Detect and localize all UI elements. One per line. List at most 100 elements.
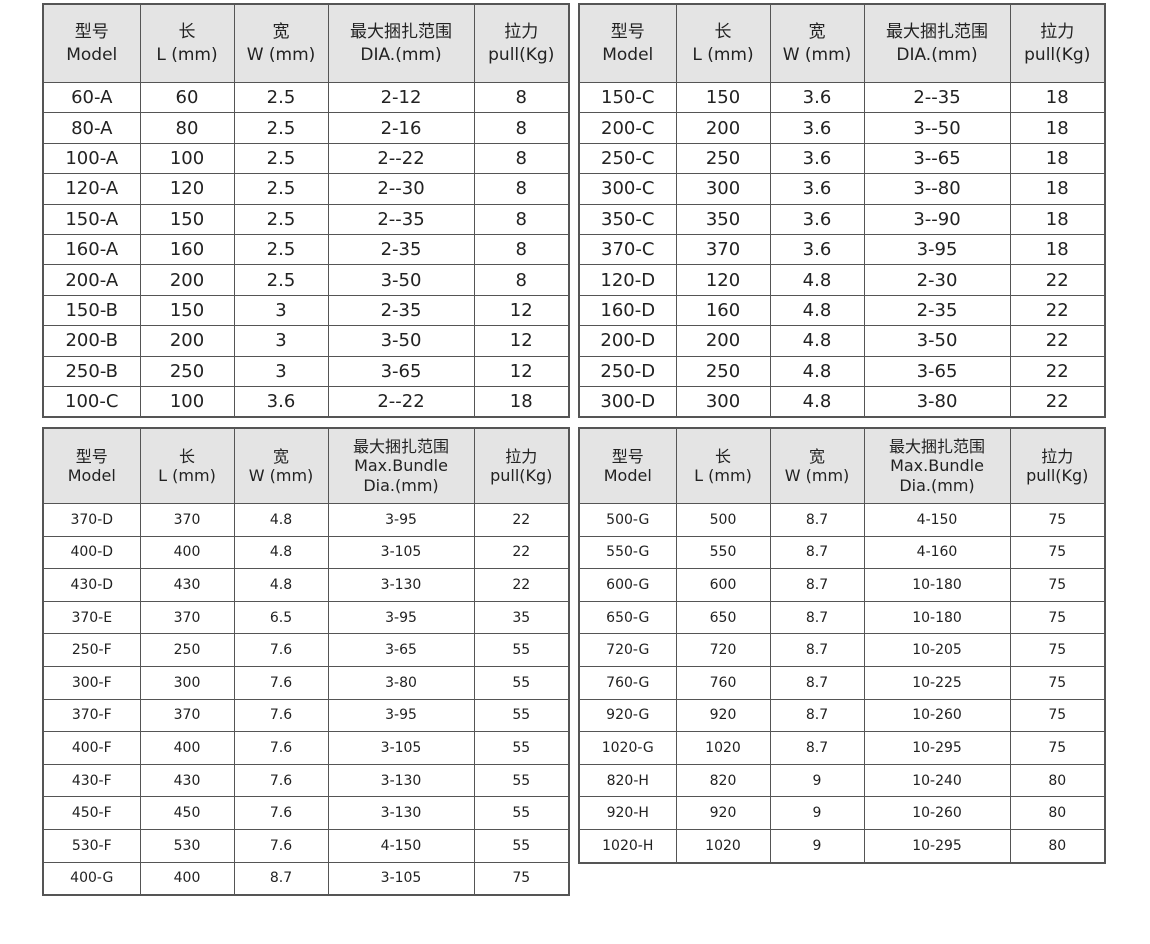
table-cell: 75 [1009, 698, 1106, 733]
table-cell: 250 [675, 355, 771, 387]
table-cell: 400-G [42, 861, 141, 896]
header-line: L (mm) [158, 466, 216, 485]
table-cell: 3-130 [327, 568, 475, 602]
column-header: 最大捆扎范围 Max.Bundle Dia.(mm) [327, 427, 475, 504]
table-cell: 400 [139, 731, 235, 765]
table-cell: 75 [1009, 568, 1106, 602]
table-cell: 75 [1009, 600, 1106, 635]
table-cell: 760 [675, 665, 771, 700]
table-cell: 370-C [578, 233, 677, 266]
table-cell: 200 [675, 112, 771, 144]
header-line: 最大捆扎范围 [352, 437, 449, 457]
table-cell: 8 [473, 142, 570, 175]
table-cell: 3-95 [327, 600, 475, 635]
table-row: 650-G 650 8.7 10-180 75 [578, 600, 1106, 635]
table-cell: 650 [675, 600, 771, 635]
table-cell: 3.6 [769, 203, 865, 235]
header-line: 宽 [272, 21, 290, 42]
table-cell: 1020-H [578, 828, 677, 864]
column-header: 拉力 pull(Kg) [1009, 427, 1106, 504]
table-cell: 35 [473, 600, 570, 635]
table-cell: 200 [139, 325, 235, 357]
table-row: 400-F 400 7.6 3-105 55 [42, 731, 570, 765]
table-cell: 8.7 [769, 698, 865, 733]
table-row: 370-D 370 4.8 3-95 22 [42, 503, 570, 537]
table-cell: 4.8 [233, 568, 329, 602]
header-line: Model [67, 466, 116, 485]
table-row: 920-G 920 8.7 10-260 75 [578, 698, 1106, 733]
column-header: 型号 Model [42, 427, 141, 504]
table-cell: 4.8 [769, 325, 865, 357]
table-cell: 3-65 [327, 355, 475, 387]
table-cell: 530-F [42, 828, 141, 863]
table-cell: 18 [1009, 81, 1106, 114]
table-cell: 12 [473, 294, 570, 327]
header-line: DIA.(mm) [360, 44, 442, 65]
table-cell: 160 [675, 294, 771, 327]
table-cell: 150 [139, 203, 235, 235]
table-cell: 10-295 [863, 731, 1011, 765]
table-row: 300-C 300 3.6 3--80 18 [578, 173, 1106, 205]
table-cell: 8.7 [769, 665, 865, 700]
table-cell: 2--22 [327, 142, 475, 175]
table-cell: 55 [473, 731, 570, 765]
table-cell: 6.5 [233, 600, 329, 635]
table-cell: 160 [139, 233, 235, 266]
spec-table-1: 型号 Model 长 L (mm) 宽 W (mm) 最大捆扎范围 DIA.(mm) 拉力 pul… [42, 3, 570, 419]
table-cell: 200-C [578, 112, 677, 144]
table-cell: 3-105 [327, 731, 475, 765]
table-cell: 600-G [578, 568, 677, 602]
table-row: 400-D 400 4.8 3-105 22 [42, 535, 570, 570]
header-line: 型号 [74, 21, 109, 42]
table-cell: 300-C [578, 173, 677, 205]
table-cell: 4.8 [769, 385, 865, 418]
table-cell: 3-65 [863, 355, 1011, 387]
table-cell: 12 [473, 325, 570, 357]
table-cell: 2-12 [327, 81, 475, 114]
header-line: Dia.(mm) [899, 475, 975, 495]
table-row: 250-D 250 4.8 3-65 22 [578, 355, 1106, 387]
header-line: 长 [714, 446, 731, 466]
header-line: 型号 [75, 446, 108, 466]
table-cell: 120-A [42, 173, 141, 205]
table-cell: 500 [675, 503, 771, 537]
table-row: 160-D 160 4.8 2-35 22 [578, 294, 1106, 327]
header-line: Model [66, 44, 118, 65]
table-cell: 75 [1009, 633, 1106, 667]
table-cell: 200-A [42, 264, 141, 296]
table-cell: 18 [473, 385, 570, 418]
table-cell: 2-35 [327, 233, 475, 266]
header-line: 宽 [808, 446, 825, 466]
table-cell: 150 [675, 81, 771, 114]
table-cell: 22 [473, 503, 570, 537]
table-cell: 2.5 [233, 233, 329, 266]
table-cell: 8.7 [769, 568, 865, 602]
table-row: 250-F 250 7.6 3-65 55 [42, 633, 570, 667]
table-cell: 250-F [42, 633, 141, 667]
table-cell: 3-130 [327, 796, 475, 830]
table-cell: 550 [675, 535, 771, 570]
table-cell: 3 [233, 294, 329, 327]
table-row: 550-G 550 8.7 4-160 75 [578, 535, 1106, 570]
table-cell: 55 [473, 633, 570, 667]
table-row: 300-D 300 4.8 3-80 22 [578, 385, 1106, 418]
table-cell: 760-G [578, 665, 677, 700]
table-cell: 18 [1009, 142, 1106, 175]
table-cell: 9 [769, 796, 865, 830]
header-line: 长 [178, 446, 195, 466]
table-cell: 22 [473, 568, 570, 602]
table-cell: 80-A [42, 112, 141, 144]
table-cell: 8 [473, 81, 570, 114]
table-row: 120-A 120 2.5 2--30 8 [42, 173, 570, 205]
table-cell: 160-A [42, 233, 141, 266]
table-row: 430-D 430 4.8 3-130 22 [42, 568, 570, 602]
header-line: pull(Kg) [1024, 44, 1091, 65]
table-cell: 150-C [578, 81, 677, 114]
table-row: 1020-H 1020 9 10-295 80 [578, 828, 1106, 864]
table-cell: 3-105 [327, 535, 475, 570]
header-line: 最大捆扎范围 [888, 437, 985, 457]
column-header: 拉力 pull(Kg) [1009, 3, 1106, 83]
spec-table-3: 型号 Model 长 L (mm) 宽 W (mm) 最大捆扎范围 Max.Bundle Dia… [42, 427, 570, 897]
